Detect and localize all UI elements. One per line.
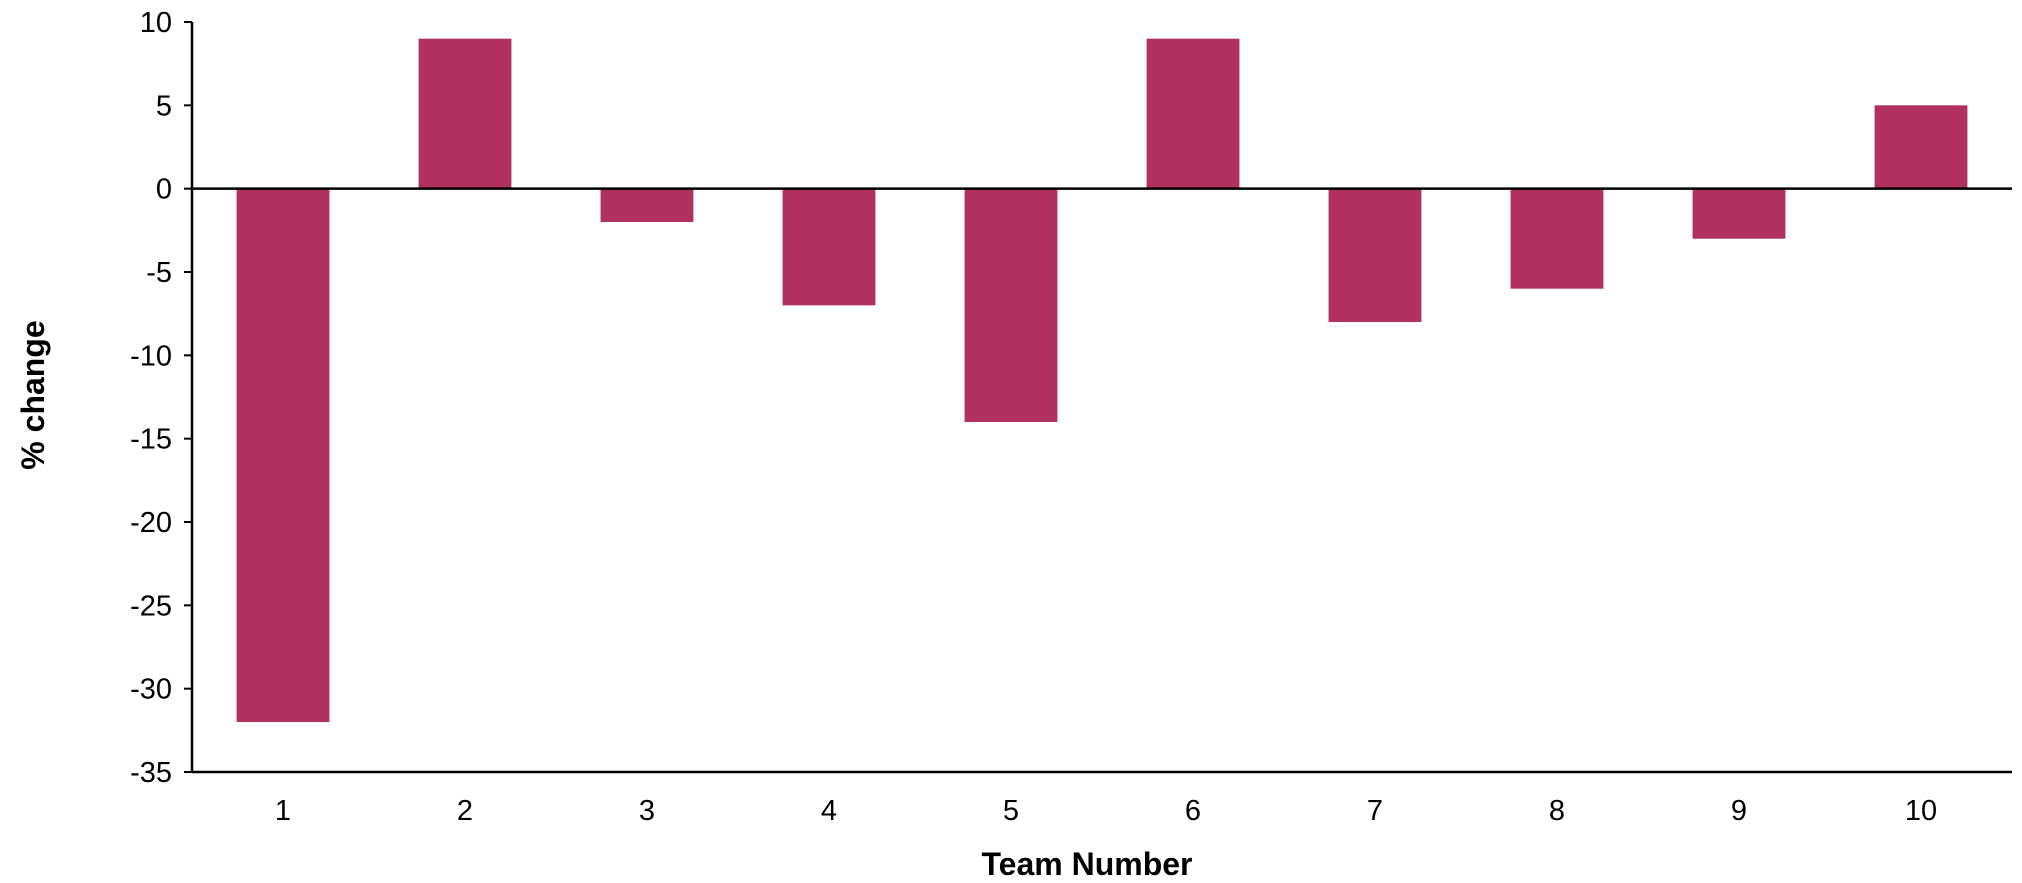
y-tick-label: -20 <box>130 507 172 539</box>
y-tick-label: 5 <box>156 90 172 122</box>
x-tick-label: 9 <box>1731 795 1747 827</box>
x-tick-label: 3 <box>639 795 655 827</box>
bar-team-3 <box>600 188 694 222</box>
bar-team-9 <box>1692 188 1786 239</box>
y-tick-label: -5 <box>146 257 172 289</box>
x-axis-title: Team Number <box>981 846 1192 882</box>
y-tick-label: -15 <box>130 424 172 456</box>
bar-team-8 <box>1510 188 1604 289</box>
bar-team-7 <box>1328 188 1422 322</box>
y-tick-label: -30 <box>130 674 172 706</box>
x-tick-label: 6 <box>1185 795 1201 827</box>
bar-team-1 <box>236 188 330 723</box>
x-tick-label: 7 <box>1367 795 1383 827</box>
bars-layer <box>236 38 1968 723</box>
x-tick-label: 4 <box>821 795 837 827</box>
y-tick-label: -10 <box>130 340 172 372</box>
x-tick-label: 10 <box>1905 795 1937 827</box>
x-tick-label: 2 <box>457 795 473 827</box>
y-axis-title: % change <box>15 320 51 469</box>
tick-labels-layer: 1 2 3 4 5 6 7 8 9 10 10 5 0 -5 -10 -15 -20 -25 -30 -35 <box>130 7 1937 827</box>
bar-team-2 <box>418 38 512 189</box>
bar-team-10 <box>1874 105 1968 189</box>
y-tick-label: -25 <box>130 590 172 622</box>
axes-layer <box>184 21 2012 774</box>
y-tick-label: -35 <box>130 757 172 789</box>
y-tick-label: 0 <box>156 174 172 206</box>
x-tick-label: 8 <box>1549 795 1565 827</box>
bar-team-4 <box>782 188 876 306</box>
bar-team-5 <box>964 188 1058 422</box>
y-tick-label: 10 <box>140 7 172 39</box>
bar-team-6 <box>1146 38 1240 189</box>
x-tick-label: 5 <box>1003 795 1019 827</box>
x-tick-label: 1 <box>275 795 291 827</box>
